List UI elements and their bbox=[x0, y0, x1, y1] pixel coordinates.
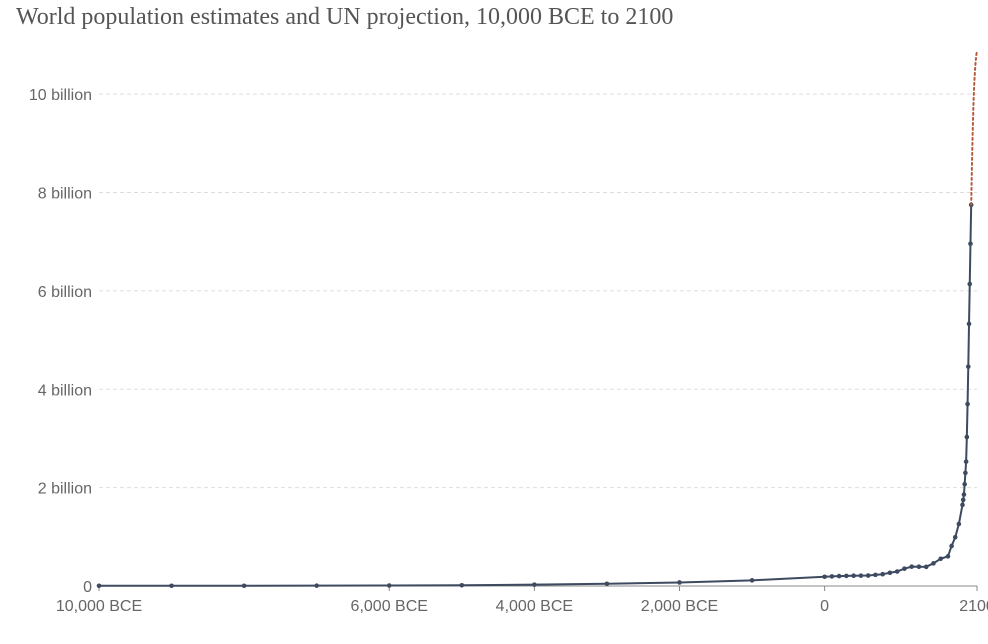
estimates-data-point bbox=[965, 364, 971, 369]
y-tick-label: 4 billion bbox=[38, 382, 92, 399]
y-tick-label: 6 billion bbox=[38, 284, 92, 301]
estimates-data-point bbox=[964, 434, 970, 440]
x-tick-label: 2100 bbox=[959, 598, 988, 615]
y-tick-label: 8 billion bbox=[38, 186, 92, 203]
estimates-data-point bbox=[887, 570, 893, 576]
chart-title: World population estimates and UN projec… bbox=[16, 4, 674, 30]
x-tick-label: 0 bbox=[820, 598, 829, 615]
estimates-data-point bbox=[931, 561, 936, 566]
estimates-data-point bbox=[532, 582, 537, 587]
estimates-data-point bbox=[858, 573, 864, 578]
estimates-data-point bbox=[965, 401, 970, 407]
estimates-data-point bbox=[916, 564, 922, 570]
estimates-data-point bbox=[962, 481, 967, 487]
series-layer bbox=[96, 49, 978, 589]
estimates-data-point bbox=[386, 583, 392, 588]
estimates-data-point bbox=[963, 470, 968, 476]
estimates-data-point bbox=[96, 583, 102, 589]
estimates-data-point bbox=[938, 556, 944, 562]
grid-layer bbox=[99, 93, 977, 489]
estimates-data-point bbox=[865, 573, 871, 578]
estimates-data-point bbox=[844, 573, 849, 579]
x-tick-label: 10,000 BCE bbox=[56, 598, 142, 615]
estimates-data-point bbox=[851, 573, 856, 579]
estimates-data-point bbox=[459, 583, 465, 588]
label-layer: 0 2 billion 4 billion 6 billion 8 billion 10 … bbox=[29, 87, 988, 615]
y-tick-label: 0 bbox=[83, 579, 92, 596]
estimates-data-point bbox=[604, 581, 610, 587]
estimates-data-point bbox=[966, 321, 972, 327]
estimates-data-point bbox=[241, 583, 247, 589]
estimates-data-point bbox=[902, 566, 907, 571]
projection-series-line bbox=[970, 49, 978, 206]
estimates-data-point bbox=[822, 574, 827, 580]
estimates-data-point bbox=[968, 241, 973, 246]
y-tick-label: 10 billion bbox=[29, 87, 92, 104]
estimates-data-point bbox=[909, 564, 914, 569]
x-tick-label: 6,000 BCE bbox=[351, 598, 428, 615]
estimates-data-point bbox=[829, 574, 835, 579]
estimates-data-point bbox=[836, 573, 842, 579]
estimates-data-point bbox=[749, 578, 755, 583]
estimates-data-point bbox=[960, 497, 966, 503]
estimates-data-point bbox=[949, 543, 954, 549]
estimates-series-line bbox=[98, 204, 973, 587]
estimates-data-point bbox=[314, 583, 319, 588]
estimates-data-point bbox=[952, 535, 958, 540]
estimates-data-point bbox=[923, 564, 929, 570]
estimates-data-point bbox=[960, 502, 965, 508]
estimates-data-point bbox=[963, 459, 969, 464]
x-tick-label: 4,000 BCE bbox=[496, 598, 573, 615]
estimates-data-point bbox=[961, 492, 967, 497]
y-tick-label: 2 billion bbox=[38, 481, 92, 498]
estimates-data-point bbox=[169, 583, 174, 589]
estimates-data-point bbox=[880, 571, 885, 577]
x-tick-label: 2,000 BCE bbox=[641, 598, 718, 615]
estimates-data-point bbox=[945, 554, 951, 559]
estimates-data-point bbox=[677, 580, 682, 585]
estimates-data-point bbox=[967, 281, 973, 287]
estimates-data-point bbox=[873, 572, 878, 578]
estimates-data-point bbox=[956, 521, 962, 527]
estimates-data-point bbox=[894, 569, 900, 574]
